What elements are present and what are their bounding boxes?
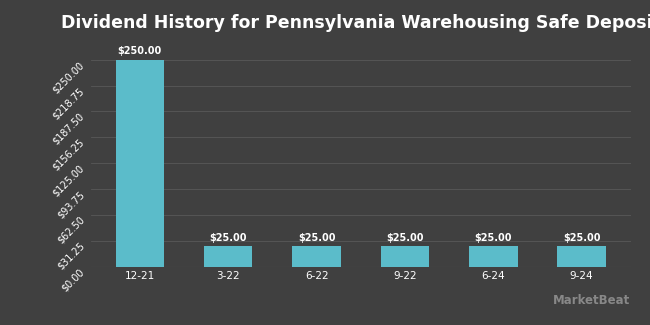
Text: $25.00: $25.00 <box>474 232 512 242</box>
Text: $250.00: $250.00 <box>118 46 162 56</box>
Title: Dividend History for Pennsylvania Warehousing Safe Deposit: Dividend History for Pennsylvania Wareho… <box>61 14 650 32</box>
Bar <box>116 60 164 266</box>
Bar <box>557 246 606 266</box>
Text: $25.00: $25.00 <box>298 232 335 242</box>
Text: $25.00: $25.00 <box>563 232 601 242</box>
Bar <box>204 246 252 266</box>
Bar <box>292 246 341 266</box>
Text: MarketBeat: MarketBeat <box>553 294 630 307</box>
Bar <box>381 246 429 266</box>
Text: $25.00: $25.00 <box>209 232 247 242</box>
Bar <box>469 246 517 266</box>
Text: $25.00: $25.00 <box>386 232 424 242</box>
